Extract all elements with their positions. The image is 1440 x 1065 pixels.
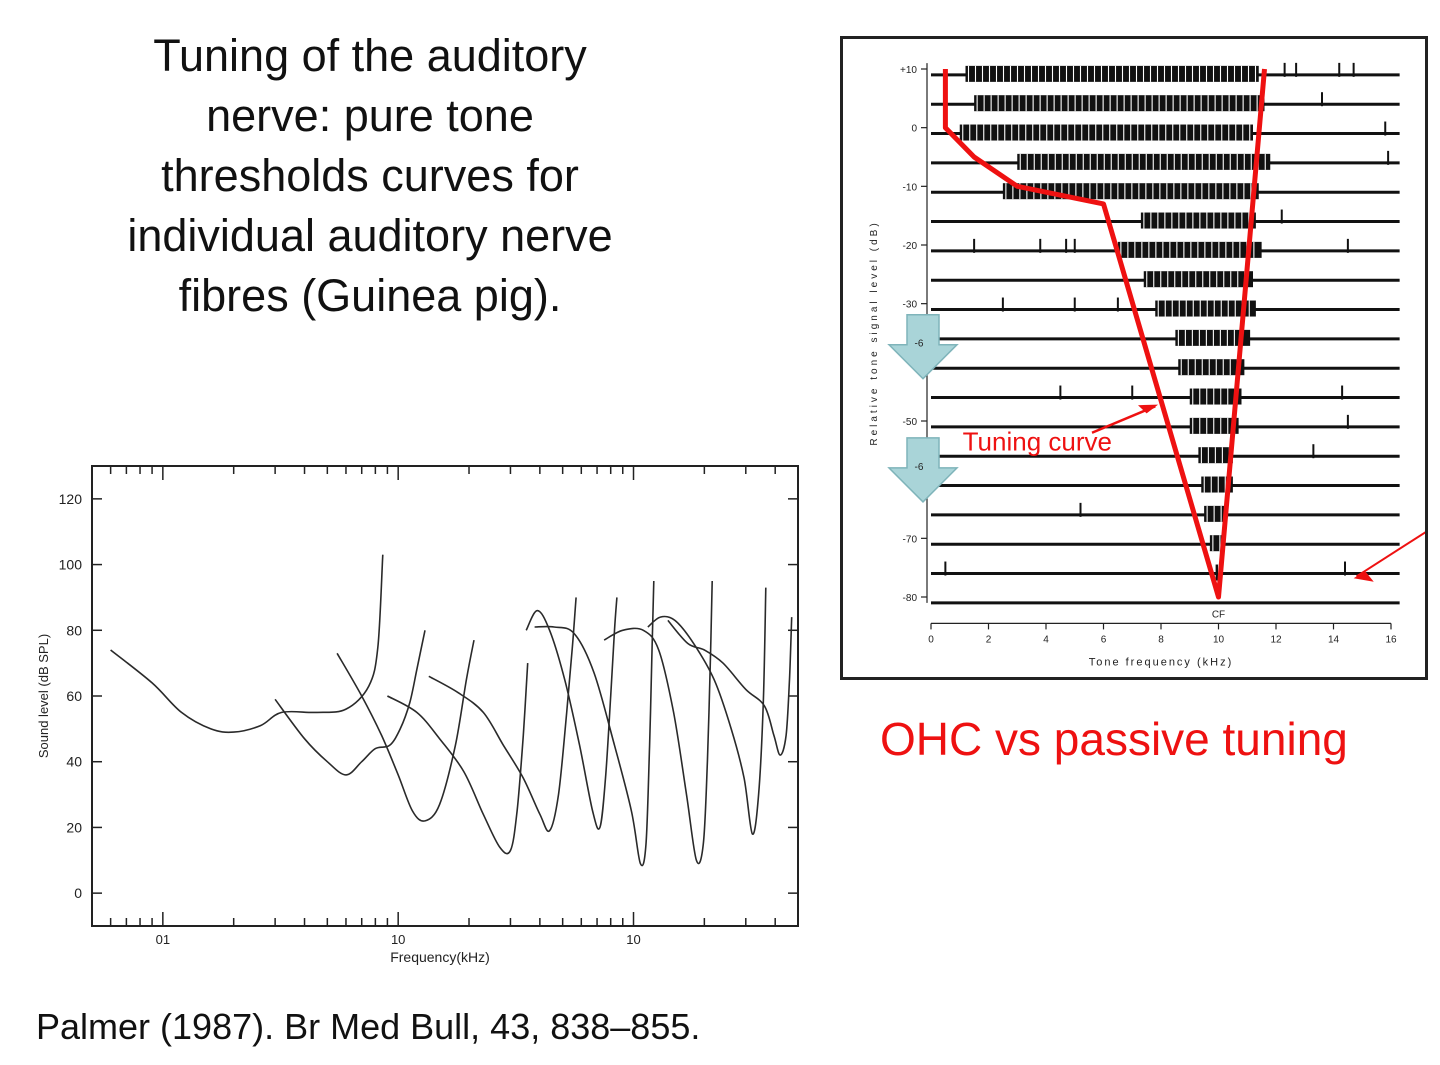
y-tick-label: +10	[900, 65, 917, 76]
y-tick-label: 20	[66, 819, 82, 835]
x-tick-label: 6	[1101, 634, 1107, 645]
spike-burst	[974, 95, 1265, 112]
threshold-curve	[525, 597, 618, 830]
y-tick-label: -10	[903, 182, 918, 193]
threshold-curve	[387, 663, 529, 855]
down-arrow-icon	[887, 437, 959, 503]
tuning-curve-figure: +10 0 -10 -20 -30 -50 -70 -80 Relative tone sign…	[840, 36, 1428, 680]
y-tick-label: 80	[66, 622, 82, 638]
ohc-caption: OHC vs passive tuning	[880, 713, 1348, 765]
plot-frame	[91, 465, 799, 927]
tuning-curve-line	[942, 68, 1267, 600]
side-annotation-arrowhead	[1353, 571, 1374, 582]
y-tick-label: 0	[911, 124, 917, 135]
title-line: Tuning of the auditory	[153, 30, 587, 81]
threshold-curve	[110, 554, 384, 734]
threshold-curve	[534, 580, 655, 867]
threshold-curve	[336, 639, 475, 822]
x-tick-label: 12	[1270, 634, 1282, 645]
y-tick-label: -20	[903, 241, 918, 252]
spike-burst	[1017, 153, 1271, 170]
tuning-curve-svg: +10 0 -10 -20 -30 -50 -70 -80 Relative tone sign…	[869, 62, 1425, 668]
x-axis-label: Tone frequency (kHz)	[1089, 656, 1234, 668]
y-tick-label: 100	[59, 557, 83, 573]
annotation-arrowhead	[1138, 404, 1159, 414]
threshold-curves-chart: 0 20 40 60 80 100 120 01 10 10 Frequency(kHz) Sound…	[0, 440, 830, 980]
threshold-curve	[647, 587, 767, 835]
title-line: individual auditory nerve	[127, 210, 613, 261]
spike-burst	[1175, 329, 1251, 346]
x-tick-label: 10	[1213, 634, 1225, 645]
spike-burst	[1140, 212, 1256, 229]
threshold-curves-svg: 0 20 40 60 80 100 120 01 10 10 Frequency(kHz) Sound…	[36, 465, 799, 965]
tuning-curve-annotation: Tuning curve	[963, 427, 1112, 457]
title-line: fibres (Guinea pig).	[178, 270, 562, 321]
x-tick-label: 16	[1385, 634, 1397, 645]
y-tick-label: 40	[66, 754, 82, 770]
x-tick-label: 10	[391, 932, 405, 947]
side-annotation-arrow	[1355, 531, 1425, 578]
threshold-curve	[667, 617, 793, 756]
spike-burst	[1189, 388, 1242, 405]
spike-burst	[959, 124, 1253, 141]
arrow-label: -6	[915, 339, 924, 350]
threshold-curve	[274, 630, 426, 776]
title-line: thresholds curves for	[161, 150, 579, 201]
y-tick-label: 120	[59, 491, 83, 507]
y-axis-label: Relative tone signal level (dB)	[869, 220, 880, 445]
y-tick-label: 60	[66, 688, 82, 704]
y-tick-label: -30	[903, 300, 918, 311]
y-axis-label: Sound level (dB SPL)	[36, 634, 51, 758]
citation: Palmer (1987). Br Med Bull, 43, 838–855.	[36, 1006, 701, 1047]
x-axis-label: Frequency(kHz)	[390, 949, 490, 965]
y-tick-label: -50	[903, 417, 918, 428]
x-tick-label: 8	[1158, 634, 1164, 645]
x-tick-label: 10	[626, 932, 640, 947]
x-tick-label: 4	[1043, 634, 1049, 645]
y-tick-label: -80	[903, 593, 918, 604]
threshold-curve	[603, 580, 713, 865]
x-tick-label: 01	[156, 932, 170, 947]
spike-burst	[1155, 300, 1256, 317]
x-tick-label: 14	[1328, 634, 1340, 645]
down-arrow-icon	[887, 313, 959, 380]
title-line: nerve: pure tone	[206, 90, 534, 141]
spike-burst	[965, 65, 1259, 82]
arrow-label: -6	[915, 462, 924, 473]
y-tick-label: -70	[903, 534, 918, 545]
cf-label: CF	[1212, 610, 1225, 621]
x-tick-label: 2	[986, 634, 992, 645]
threshold-curve	[428, 597, 577, 833]
slide-title: Tuning of the auditory nerve: pure tone …	[60, 26, 680, 326]
x-tick-label: 0	[928, 634, 934, 645]
y-tick-label: 0	[74, 885, 82, 901]
spike-burst	[1143, 271, 1253, 288]
